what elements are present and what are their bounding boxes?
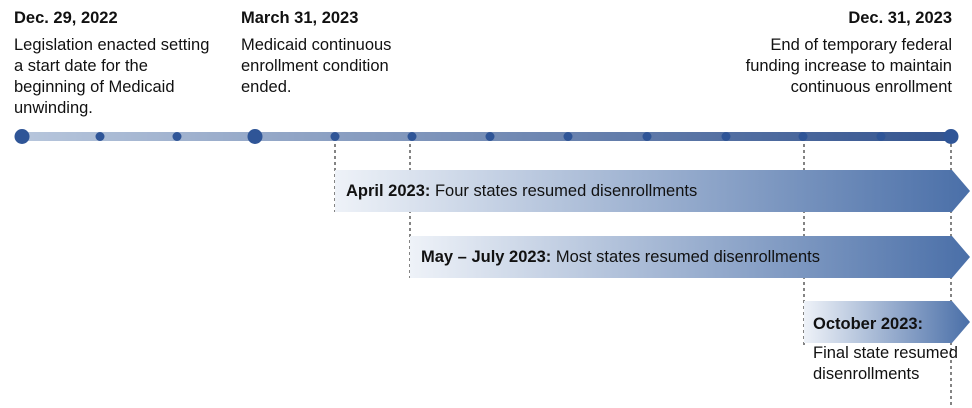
node-tick xyxy=(330,132,340,141)
milestone-start-date: Dec. 29, 2022 xyxy=(14,9,118,27)
node-tick xyxy=(172,132,182,141)
phase-october-period: October 2023: xyxy=(813,315,924,333)
node-tick xyxy=(485,132,495,141)
node-tick xyxy=(798,132,808,141)
milestone-end-date: Dec. 31, 2023 xyxy=(848,9,952,27)
phase-arrow-may xyxy=(410,236,970,278)
phase-may-period: May – July 2023: xyxy=(421,248,552,266)
milestone-mid-date: March 31, 2023 xyxy=(241,9,359,27)
milestone-mid: March 31, 2023 Medicaid continuous enrol… xyxy=(241,8,401,98)
milestone-end: Dec. 31, 2023 End of temporary federal f… xyxy=(722,8,952,98)
node-tick xyxy=(563,132,573,141)
node-tick xyxy=(95,132,105,141)
milestone-start: Dec. 29, 2022 Legislation enacted settin… xyxy=(14,8,214,119)
node-start xyxy=(14,129,30,144)
node-mid xyxy=(247,129,263,144)
phase-arrow-april xyxy=(335,170,970,212)
phase-april-period: April 2023: xyxy=(346,182,431,200)
phase-october-text: Final state resumed disenrollments xyxy=(813,344,958,383)
phase-april-text: Four states resumed disenrollments xyxy=(434,182,698,200)
node-tick xyxy=(642,132,652,141)
milestone-mid-text: Medicaid continuous enrollment condition… xyxy=(241,36,392,96)
node-tick xyxy=(721,132,731,141)
node-tick xyxy=(407,132,417,141)
milestone-end-text: End of temporary federal funding increas… xyxy=(745,36,952,96)
milestone-start-text: Legislation enacted setting a start date… xyxy=(14,36,210,117)
node-end xyxy=(943,129,959,144)
phase-april-label: April 2023: Four states resumed disenrol… xyxy=(346,181,697,201)
phase-arrow-october xyxy=(804,301,970,343)
phase-may-label: May – July 2023: Most states resumed dis… xyxy=(421,247,820,267)
phase-october-label: October 2023: xyxy=(813,314,923,334)
node-tick xyxy=(876,132,886,141)
phase-may-text: Most states resumed disenrollments xyxy=(555,248,820,266)
